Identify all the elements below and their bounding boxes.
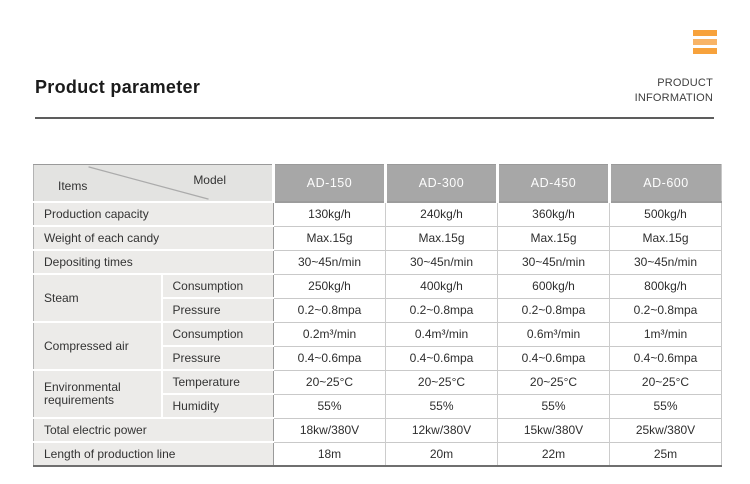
table-row: Compressed air Consumption 0.2m³/min 0.4m³/…: [33, 321, 722, 370]
value-cell: 0.4~0.6mpa: [609, 345, 722, 370]
value-cell: 0.4~0.6mpa: [385, 345, 498, 370]
value-cell: 240kg/h: [385, 201, 498, 226]
value-cell: 0.4~0.6mpa: [497, 345, 610, 370]
value-cell: 130kg/h: [273, 201, 386, 226]
value-cell: 55%: [385, 393, 498, 418]
column-header-ad-600: AD-600: [608, 164, 722, 202]
value-cell: 360kg/h: [497, 201, 610, 226]
value-cell: 15kw/380V: [497, 417, 610, 442]
value-cell: 30~45n/min: [497, 249, 610, 274]
value-cell: 0.6m³/min: [497, 321, 610, 346]
value-cell: 18kw/380V: [273, 417, 386, 442]
row-label: Weight of each candy: [33, 225, 274, 250]
row-sublabel: Humidity: [160, 393, 274, 418]
product-parameter-table: Items Model AD-150 AD-300 AD-450 AD-600 Pro…: [33, 164, 722, 467]
row-sublabel: Pressure: [160, 345, 274, 370]
row-label: Environmental requirements: [33, 369, 162, 418]
value-cell: 55%: [609, 393, 722, 418]
table-row: Weight of each candy Max.15g Max.15g Max.15…: [33, 225, 722, 250]
header-band: Product parameter PRODUCT INFORMATION: [35, 0, 713, 106]
value-cell: 18m: [273, 441, 386, 466]
value-cell: Max.15g: [273, 225, 386, 250]
value-cell: 250kg/h: [273, 273, 386, 298]
table-row: Humidity 55% 55% 55% 55%: [34, 393, 722, 418]
table-row: Depositing times 30~45n/min 30~45n/min 30~4…: [33, 249, 722, 274]
table-header-row: Items Model AD-150 AD-300 AD-450 AD-600: [33, 164, 722, 202]
hamburger-menu-icon: [693, 39, 717, 45]
column-header-ad-150: AD-150: [272, 164, 386, 202]
items-label: Items: [58, 179, 88, 193]
table-row: Environmental requirements Temperature 20~…: [33, 369, 722, 418]
hamburger-menu-icon: [693, 30, 717, 36]
value-cell: 500kg/h: [609, 201, 722, 226]
table-row: Length of production line 18m 20m 22m 25m: [33, 441, 722, 466]
value-cell: 20~25°C: [497, 369, 610, 394]
value-cell: 20~25°C: [385, 369, 498, 394]
column-header-ad-450: AD-450: [496, 164, 610, 202]
row-label: Depositing times: [33, 249, 274, 274]
value-cell: 0.2m³/min: [273, 321, 386, 346]
value-cell: Max.15g: [609, 225, 722, 250]
value-cell: 0.4~0.6mpa: [273, 345, 386, 370]
value-cell: 55%: [273, 393, 386, 418]
table-row: Pressure 0.2~0.8mpa 0.2~0.8mpa 0.2~0.8mpa 0.…: [34, 297, 722, 322]
page-title: Product parameter: [35, 77, 201, 97]
model-label: Model: [193, 173, 226, 187]
value-cell: 22m: [497, 441, 610, 466]
table-row: Total electric power 18kw/380V 12kw/380V 15…: [33, 417, 722, 442]
table-row: Production capacity 130kg/h 240kg/h 360kg/h…: [33, 201, 722, 226]
value-cell: 30~45n/min: [609, 249, 722, 274]
product-information-line2: INFORMATION: [634, 92, 713, 104]
row-label: Production capacity: [33, 201, 274, 226]
value-cell: 20m: [385, 441, 498, 466]
hamburger-menu-icon: [693, 48, 717, 54]
row-sublabel: Temperature: [160, 369, 274, 394]
table-row: Steam Consumption 250kg/h 400kg/h 600kg/h 800…: [33, 273, 722, 322]
value-cell: 55%: [497, 393, 610, 418]
value-cell: 0.2~0.8mpa: [609, 297, 722, 322]
value-cell: 12kw/380V: [385, 417, 498, 442]
value-cell: 1m³/min: [609, 321, 722, 346]
row-label: Length of production line: [33, 441, 274, 466]
value-cell: 0.2~0.8mpa: [497, 297, 610, 322]
value-cell: 0.2~0.8mpa: [273, 297, 386, 322]
row-sublabel: Consumption: [160, 273, 274, 298]
column-header-ad-300: AD-300: [384, 164, 498, 202]
menu-button[interactable]: [693, 30, 717, 54]
table-corner-cell: Items Model: [33, 164, 274, 202]
row-label: Total electric power: [33, 417, 274, 442]
value-cell: 800kg/h: [609, 273, 722, 298]
value-cell: Max.15g: [497, 225, 610, 250]
row-label: Steam: [33, 273, 162, 322]
table-row: Pressure 0.4~0.6mpa 0.4~0.6mpa 0.4~0.6mpa 0.…: [34, 345, 722, 370]
value-cell: 0.2~0.8mpa: [385, 297, 498, 322]
value-cell: 30~45n/min: [273, 249, 386, 274]
product-information-label: PRODUCT INFORMATION: [635, 76, 713, 106]
value-cell: 600kg/h: [497, 273, 610, 298]
value-cell: Max.15g: [385, 225, 498, 250]
value-cell: 25m: [609, 441, 722, 466]
value-cell: 20~25°C: [609, 369, 722, 394]
value-cell: 25kw/380V: [609, 417, 722, 442]
row-label: Compressed air: [33, 321, 162, 370]
value-cell: 0.4m³/min: [385, 321, 498, 346]
row-sublabel: Pressure: [160, 297, 274, 322]
value-cell: 30~45n/min: [385, 249, 498, 274]
value-cell: 20~25°C: [273, 369, 386, 394]
diagonal-line: [88, 166, 209, 200]
row-sublabel: Consumption: [160, 321, 274, 346]
value-cell: 400kg/h: [385, 273, 498, 298]
product-information-line1: PRODUCT: [657, 77, 713, 89]
title-divider: [35, 117, 714, 119]
